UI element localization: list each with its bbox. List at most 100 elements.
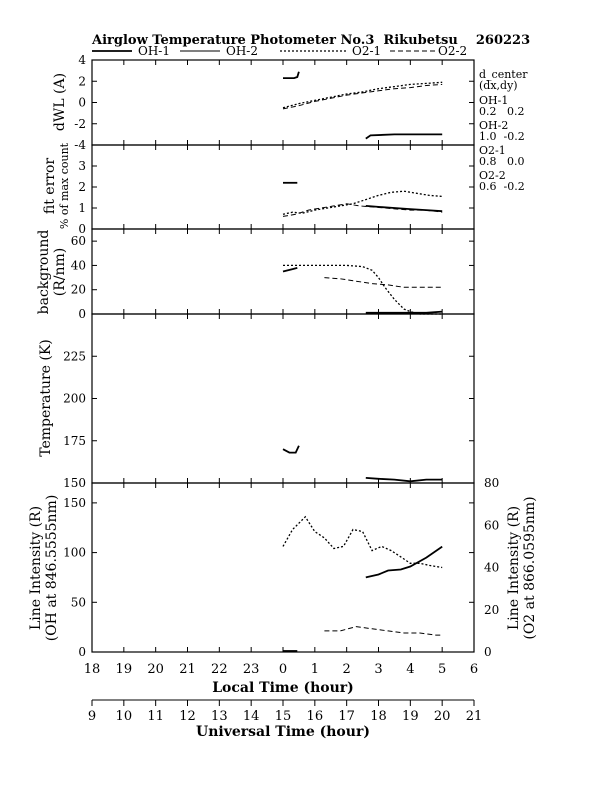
center-offset-info: d_center (dx,dy) OH-1 0.2 0.2 OH-2 1.0 -… (479, 68, 528, 193)
local-tick-label: 22 (211, 662, 228, 677)
ylabel-intensity-left-2: (OH at 846.5555nm) (44, 495, 60, 642)
ut-tick-label: 18 (370, 709, 387, 724)
ylabel-fit-error-1: fit error (42, 158, 58, 215)
ut-tick-label: 14 (243, 709, 260, 724)
side-oh1-value: 0.2 0.2 (479, 105, 524, 118)
local-tick-label: 21 (179, 662, 196, 677)
panel-frame-5 (91, 482, 475, 653)
side-o22-name: O2-2 (479, 169, 506, 182)
y-tick-label: 200 (63, 392, 86, 406)
series-o2-2-panel-2 (282, 203, 443, 217)
panel-frames: 18 19 20 21 22 23 0 1 2 3 4 5 69 10 11 12 13 14 15 16 17 18 19… (63, 53, 499, 724)
y-tick-label: 0 (78, 307, 86, 321)
ut-tick-label: 9 (88, 709, 96, 724)
ut-tick-label: 13 (211, 709, 228, 724)
local-tick-label: 3 (374, 662, 382, 677)
y-tick-label: 150 (63, 496, 86, 510)
y-tick-label: 225 (63, 349, 86, 363)
y-tick-label: 50 (71, 595, 86, 609)
y-tick-label-right: 40 (484, 561, 499, 575)
legend-label-oh1: OH-1 (138, 44, 170, 58)
y-tick-label: 2 (78, 180, 86, 194)
panel-frame-1 (91, 59, 475, 146)
ylabel-intensity-right-1: Line Intensity (R) (506, 506, 522, 630)
y-tick-label-right: 80 (484, 476, 499, 490)
y-tick-label: 175 (63, 434, 86, 448)
ylabel-dwl: dWL (A) (52, 73, 68, 131)
series-oh-1-panel-1 (283, 71, 300, 79)
ut-tick-label: 10 (116, 709, 133, 724)
side-o22-value: 0.6 -0.2 (479, 180, 525, 193)
series-oh-1-panel-4 (365, 477, 443, 483)
side-o21-value: 0.8 0.0 (479, 155, 524, 168)
side-sub: (dx,dy) (479, 79, 518, 92)
y-tick-label: -4 (74, 138, 86, 152)
legend-label-oh2: OH-2 (226, 44, 258, 58)
ut-tick-label: 16 (307, 709, 324, 724)
y-tick-label: 1 (78, 201, 86, 215)
series-oh-1-panel-2 (365, 205, 443, 213)
series-o2-1-panel-5 (282, 515, 443, 569)
legend-label-o22: O2-2 (438, 44, 467, 58)
ylabel-background-1: background (36, 230, 52, 315)
ylabel-intensity-right-2: (O2 at 866.0595nm) (522, 496, 538, 639)
series-o2-1-panel-2 (282, 190, 443, 215)
y-tick-label: 0 (78, 222, 86, 236)
local-tick-label: 6 (470, 662, 478, 677)
legend-label-o21: O2-1 (352, 44, 381, 58)
ylabel-intensity-left-1: Line Intensity (R) (28, 506, 44, 630)
y-tick-label: 40 (71, 258, 86, 272)
series-oh-1-panel-3 (365, 310, 443, 314)
y-tick-label: 0 (78, 645, 86, 659)
ut-tick-label: 11 (147, 709, 164, 724)
local-tick-label: 1 (311, 662, 319, 677)
side-header: d_center (479, 68, 528, 81)
ut-tick-label: 15 (275, 709, 292, 724)
series-oh-1-panel-3 (282, 267, 298, 273)
y-tick-label: 4 (78, 53, 86, 67)
y-tick-label-right: 60 (484, 518, 499, 532)
ut-tick-label: 17 (338, 709, 355, 724)
y-tick-label: 60 (71, 234, 86, 248)
ut-tick-label: 12 (179, 709, 196, 724)
local-tick-label: 0 (279, 662, 287, 677)
y-tick-label: 2 (78, 74, 86, 88)
y-tick-label: 150 (63, 476, 86, 490)
series-oh-1-panel-4 (282, 445, 300, 454)
local-tick-label: 18 (84, 662, 101, 677)
local-time-label: Local Time (hour) (212, 680, 354, 696)
ut-tick-label: 20 (434, 709, 451, 724)
local-tick-label: 2 (343, 662, 351, 677)
series-o2-1-panel-1 (282, 81, 443, 109)
series-o2-2-panel-5 (324, 626, 443, 636)
series-oh-1-panel-1 (365, 133, 443, 140)
series-o2-2-panel-3 (324, 277, 443, 288)
panel-frame-4 (91, 313, 475, 484)
chart-title: Airglow Temperature Photometer No.3 Riku… (91, 33, 530, 48)
local-tick-label: 5 (438, 662, 446, 677)
side-oh1-name: OH-1 (479, 94, 508, 107)
legend: OH-1 OH-2 O2-1 O2-2 (92, 44, 467, 58)
y-tick-label-right: 20 (484, 603, 499, 617)
local-tick-label: 19 (116, 662, 133, 677)
ylabel-fit-error-2: % of max count (58, 142, 71, 229)
series-o2-2-panel-1 (282, 83, 443, 110)
ut-label: Universal Time (hour) (196, 724, 370, 740)
series-o2-1-panel-3 (283, 264, 443, 315)
y-tick-label: 0 (78, 96, 86, 110)
ut-tick-label: 19 (402, 709, 419, 724)
ut-tick-label: 21 (466, 709, 483, 724)
ylabel-background-2: (R/nm) (52, 248, 68, 296)
side-o21-name: O2-1 (479, 144, 506, 157)
series-oh-1-panel-5 (365, 545, 443, 579)
y-tick-label: 100 (63, 546, 86, 560)
y-tick-label-right: 0 (484, 645, 492, 659)
local-tick-label: 4 (406, 662, 414, 677)
local-tick-label: 20 (147, 662, 164, 677)
y-tick-label: -2 (74, 117, 86, 131)
y-tick-label: 20 (71, 283, 86, 297)
ylabel-temperature: Temperature (K) (38, 339, 54, 457)
local-tick-label: 23 (243, 662, 260, 677)
data-marks (282, 71, 443, 652)
